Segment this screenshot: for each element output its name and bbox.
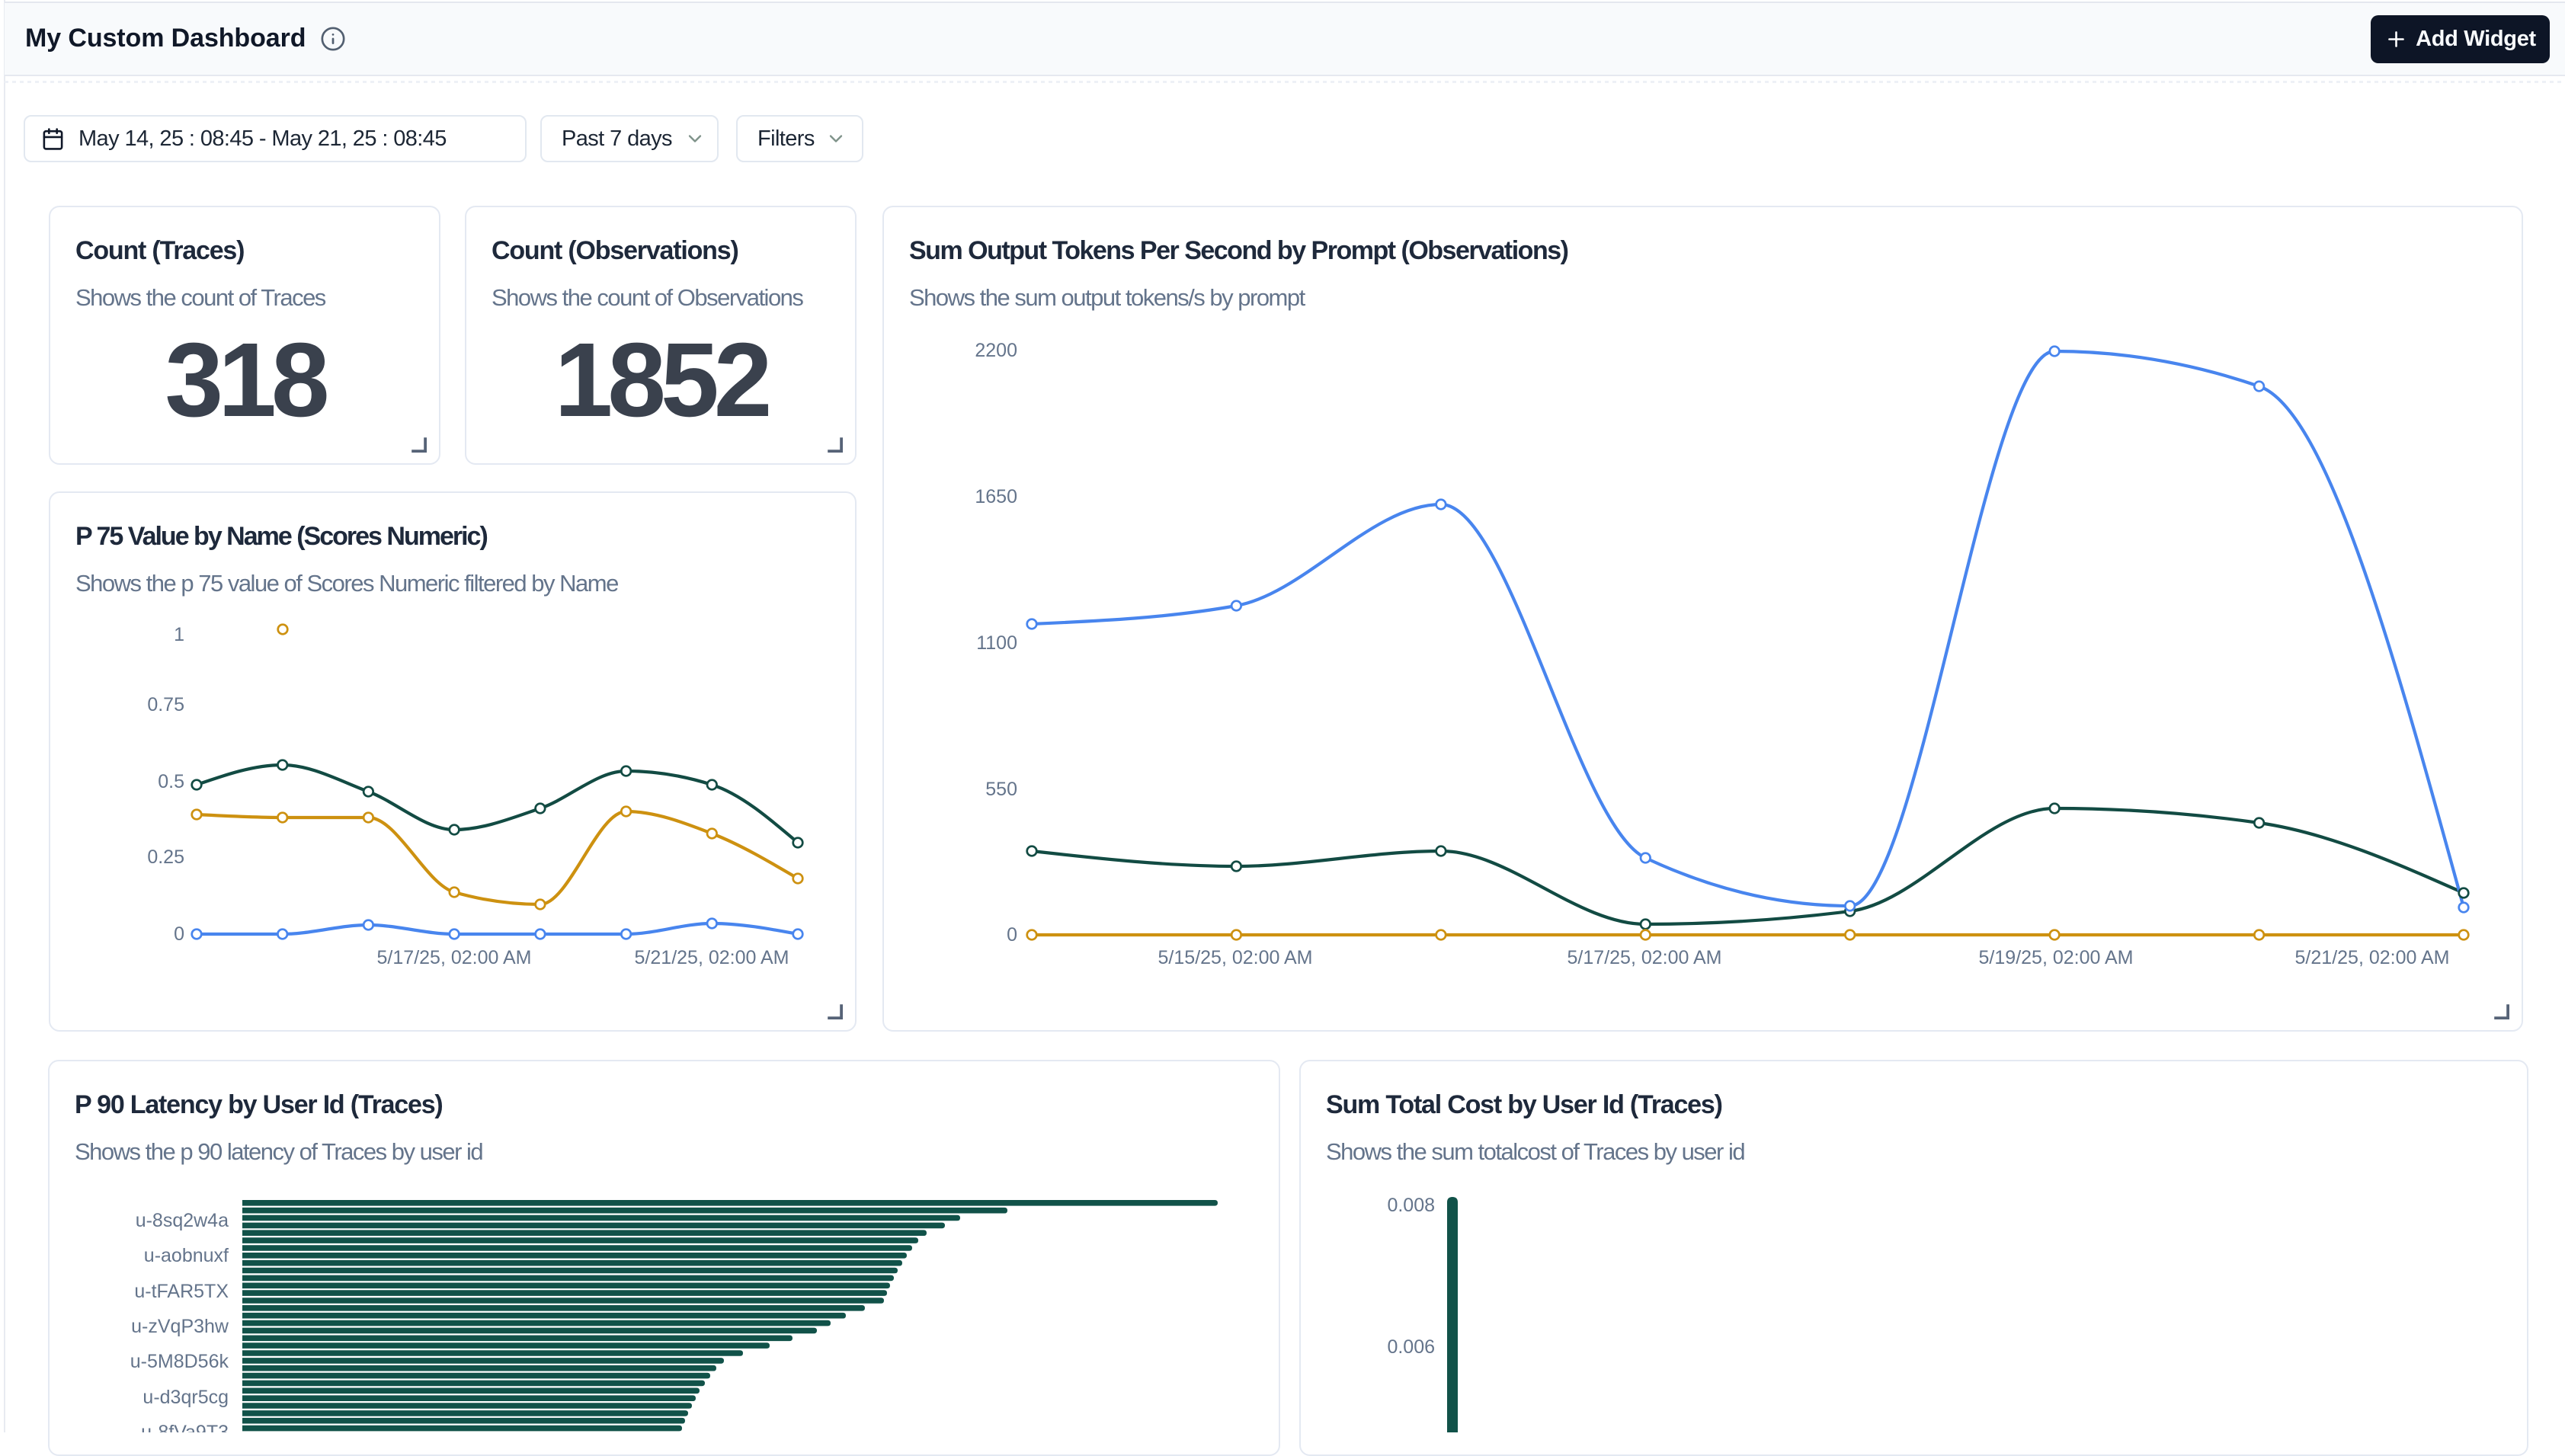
svg-text:u-zVqP3hw: u-zVqP3hw: [131, 1316, 229, 1337]
svg-text:1650: 1650: [975, 486, 1017, 507]
svg-text:5/21/25, 02:00 AM: 5/21/25, 02:00 AM: [635, 947, 789, 968]
svg-text:0.75: 0.75: [147, 694, 184, 715]
svg-text:u-d3qr5cg: u-d3qr5cg: [142, 1387, 229, 1408]
svg-text:0: 0: [174, 923, 184, 945]
svg-text:5/19/25, 02:00 AM: 5/19/25, 02:00 AM: [1979, 947, 2134, 968]
svg-text:1100: 1100: [976, 632, 1017, 654]
svg-text:u-8sq2w4a: u-8sq2w4a: [136, 1210, 229, 1231]
svg-text:2200: 2200: [975, 340, 1017, 361]
svg-text:5/17/25, 02:00 AM: 5/17/25, 02:00 AM: [1568, 947, 1722, 968]
svg-text:u-5M8D56k: u-5M8D56k: [130, 1351, 229, 1372]
svg-text:u-8fVa9T3: u-8fVa9T3: [141, 1422, 229, 1432]
svg-text:550: 550: [985, 779, 1017, 800]
svg-text:5/21/25, 02:00 AM: 5/21/25, 02:00 AM: [2295, 947, 2450, 968]
svg-text:0.008: 0.008: [1387, 1195, 1435, 1216]
svg-text:0.5: 0.5: [158, 771, 184, 792]
svg-text:0.25: 0.25: [147, 846, 184, 868]
svg-text:u-tFAR5TX: u-tFAR5TX: [134, 1281, 229, 1302]
svg-text:0: 0: [1007, 924, 1017, 946]
svg-text:5/17/25, 02:00 AM: 5/17/25, 02:00 AM: [377, 947, 532, 968]
svg-text:0.006: 0.006: [1387, 1336, 1435, 1358]
svg-text:5/15/25, 02:00 AM: 5/15/25, 02:00 AM: [1158, 947, 1313, 968]
svg-text:1: 1: [174, 624, 184, 645]
svg-text:u-aobnuxf: u-aobnuxf: [144, 1245, 229, 1266]
